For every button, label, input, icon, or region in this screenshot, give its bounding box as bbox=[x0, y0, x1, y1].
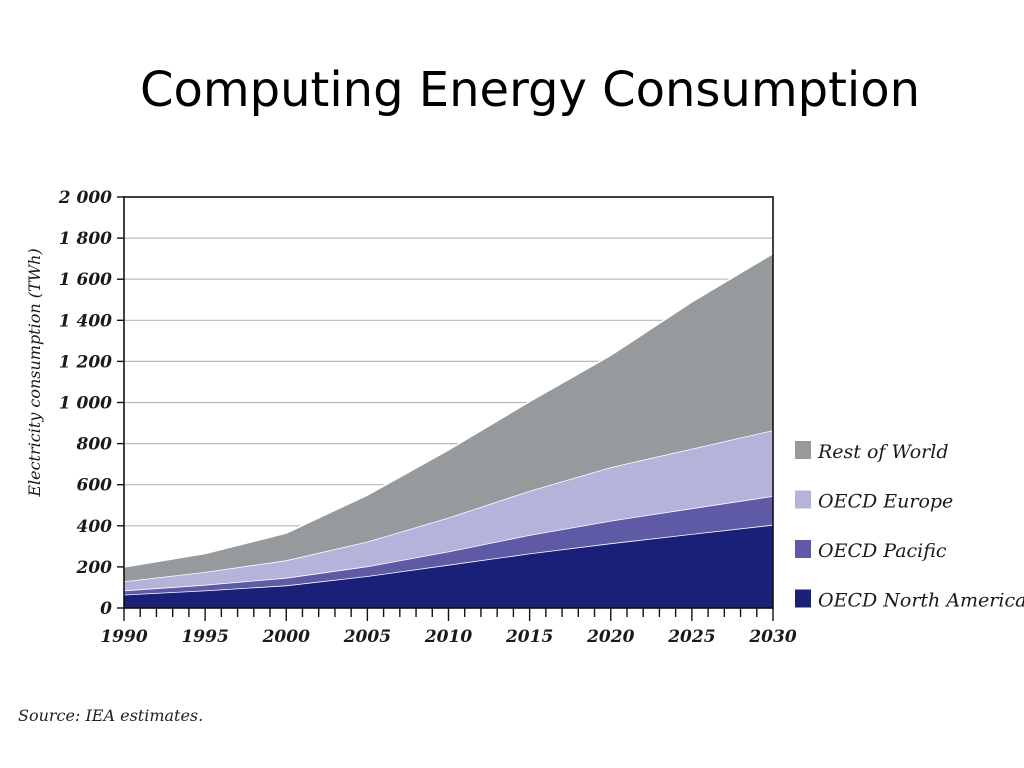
legend-swatch-rest-of-world bbox=[795, 441, 811, 459]
x-tick-label: 2010 bbox=[424, 627, 472, 647]
slide-title: Computing Energy Consumption bbox=[139, 62, 921, 118]
legend-swatch-oecd-pacific bbox=[795, 540, 811, 558]
y-tick-label: 800 bbox=[76, 435, 113, 455]
area-oecd-europe bbox=[124, 430, 773, 591]
x-tick-label: 1990 bbox=[100, 627, 147, 647]
area-oecd-north-america bbox=[124, 524, 773, 608]
x-tick-label: 2020 bbox=[586, 627, 634, 647]
y-tick-label: 200 bbox=[76, 558, 113, 578]
area-rest-of-world bbox=[124, 253, 773, 582]
area-edge-rest-of-world bbox=[123, 252, 774, 568]
y-tick-label: 1 200 bbox=[59, 352, 112, 372]
legend-swatch-oecd-europe bbox=[795, 490, 811, 509]
y-axis-title: Electricity consumption (TWh) bbox=[25, 248, 44, 497]
legend-label-oecd-europe: OECD Europe bbox=[818, 491, 953, 513]
x-tick-label: 2025 bbox=[667, 627, 715, 647]
legend-label-oecd-north-america: OECD North America bbox=[818, 590, 1024, 612]
x-tick-label: 2030 bbox=[748, 627, 796, 647]
x-tick-label: 2000 bbox=[262, 627, 310, 647]
legend-label-rest-of-world: Rest of World bbox=[817, 441, 949, 463]
y-tick-label: 1 400 bbox=[59, 311, 112, 331]
x-tick-label: 2015 bbox=[505, 627, 553, 647]
y-tick-label: 0 bbox=[100, 599, 112, 619]
y-tick-label: 600 bbox=[77, 476, 113, 496]
source-note: Source: IEA estimates. bbox=[18, 706, 204, 725]
x-tick-label: 2005 bbox=[343, 627, 391, 647]
y-tick-label: 1 800 bbox=[59, 229, 112, 249]
y-tick-label: 400 bbox=[77, 517, 113, 537]
y-tick-label: 2 000 bbox=[58, 188, 112, 208]
legend-swatch-oecd-north-america bbox=[795, 589, 811, 608]
x-tick-label: 1995 bbox=[181, 627, 228, 647]
y-tick-label: 1 000 bbox=[59, 394, 112, 414]
legend-label-oecd-pacific: OECD Pacific bbox=[818, 540, 947, 562]
y-tick-label: 1 600 bbox=[59, 270, 112, 290]
